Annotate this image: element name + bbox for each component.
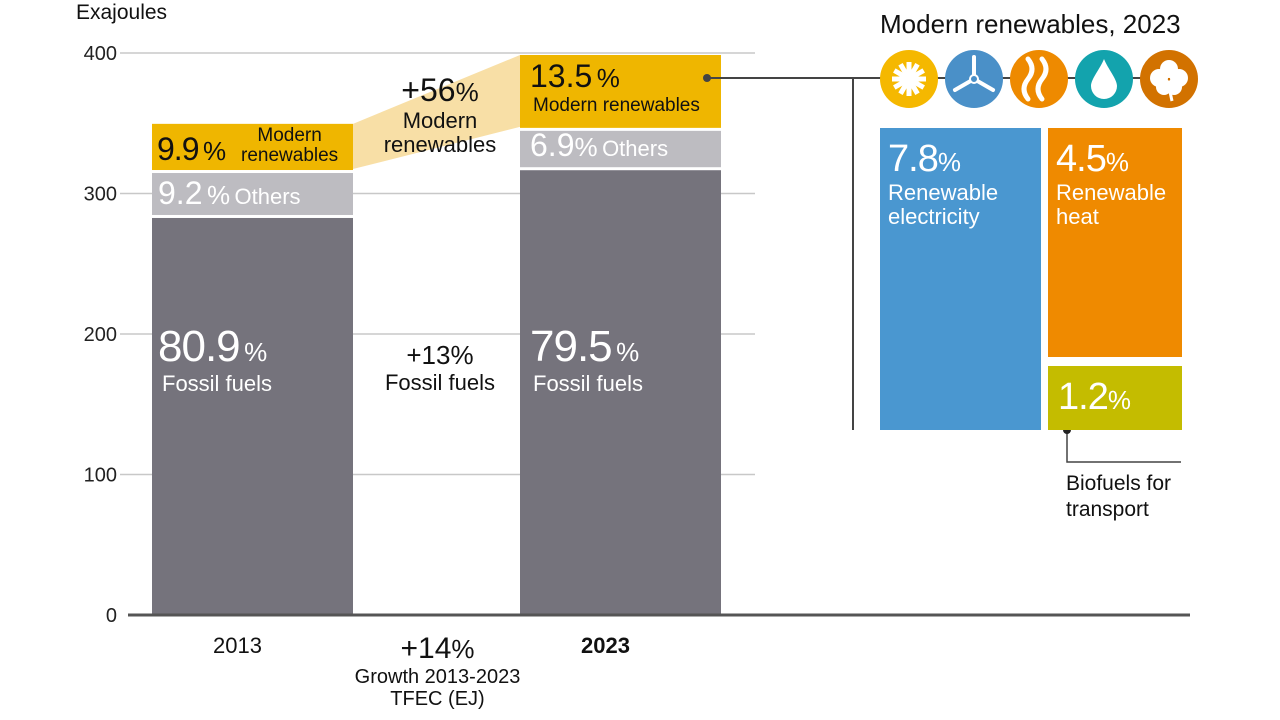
y-tick-label: 0 bbox=[106, 605, 117, 627]
heat-waves-icon bbox=[1010, 50, 1068, 108]
label-2023-fossil: 79.5 % Fossil fuels bbox=[530, 322, 644, 396]
growth-wedge bbox=[353, 55, 520, 170]
bar-fossil-fuels-2023 bbox=[520, 170, 721, 615]
label-2013-renewables: 9.9 % bbox=[157, 131, 227, 167]
connector-dot bbox=[703, 74, 711, 82]
sun-icon bbox=[880, 50, 938, 108]
bar-fossil-fuels-2013 bbox=[152, 217, 353, 616]
y-tick-label: 400 bbox=[84, 43, 117, 65]
x-tick-label: 2023 bbox=[581, 633, 630, 658]
label-2023-others: 6.9% Others bbox=[530, 127, 669, 163]
y-tick-label: 300 bbox=[84, 184, 117, 206]
breakdown-title: Modern renewables, 2023 bbox=[880, 9, 1181, 39]
y-tick-label: 200 bbox=[84, 324, 117, 346]
growth-total: +14% Growth 2013-2023 TFEC (EJ) bbox=[354, 632, 521, 710]
bar-others-2023 bbox=[520, 130, 721, 168]
x-tick-label: 2013 bbox=[213, 633, 262, 658]
bar-others-2013 bbox=[152, 173, 353, 215]
biofuels-connector bbox=[1066, 430, 1181, 463]
tile-renewable-heat: 4.5% Renewable heat bbox=[1048, 128, 1182, 357]
bar-modern-renewables-2013 bbox=[152, 123, 353, 171]
growth-fossil: +13% Fossil fuels bbox=[384, 340, 496, 395]
label-2013-fossil: 80.9 % Fossil fuels bbox=[158, 322, 273, 396]
tile-biofuels: 1.2% bbox=[1048, 366, 1182, 430]
y-axis-label: Exajoules bbox=[76, 1, 168, 24]
y-tick-label: 100 bbox=[84, 465, 117, 487]
water-drop-icon bbox=[1075, 50, 1133, 108]
bar-modern-renewables-2023 bbox=[520, 55, 721, 128]
label-2013-renewables-name: Modern renewables bbox=[241, 125, 339, 166]
wind-turbine-icon bbox=[945, 50, 1003, 108]
label-2023-renewables: 13.5 % Modern renewables bbox=[530, 58, 700, 116]
growth-renewables: +56% Modern renewables bbox=[383, 72, 497, 157]
tile-renewable-electricity: 7.8% Renewable electricity bbox=[880, 128, 1041, 430]
label-2013-others: 9.2 % Others bbox=[158, 175, 301, 211]
biomass-leaf-icon bbox=[1140, 50, 1198, 108]
biofuels-label: Biofuels for transport bbox=[1066, 472, 1172, 521]
